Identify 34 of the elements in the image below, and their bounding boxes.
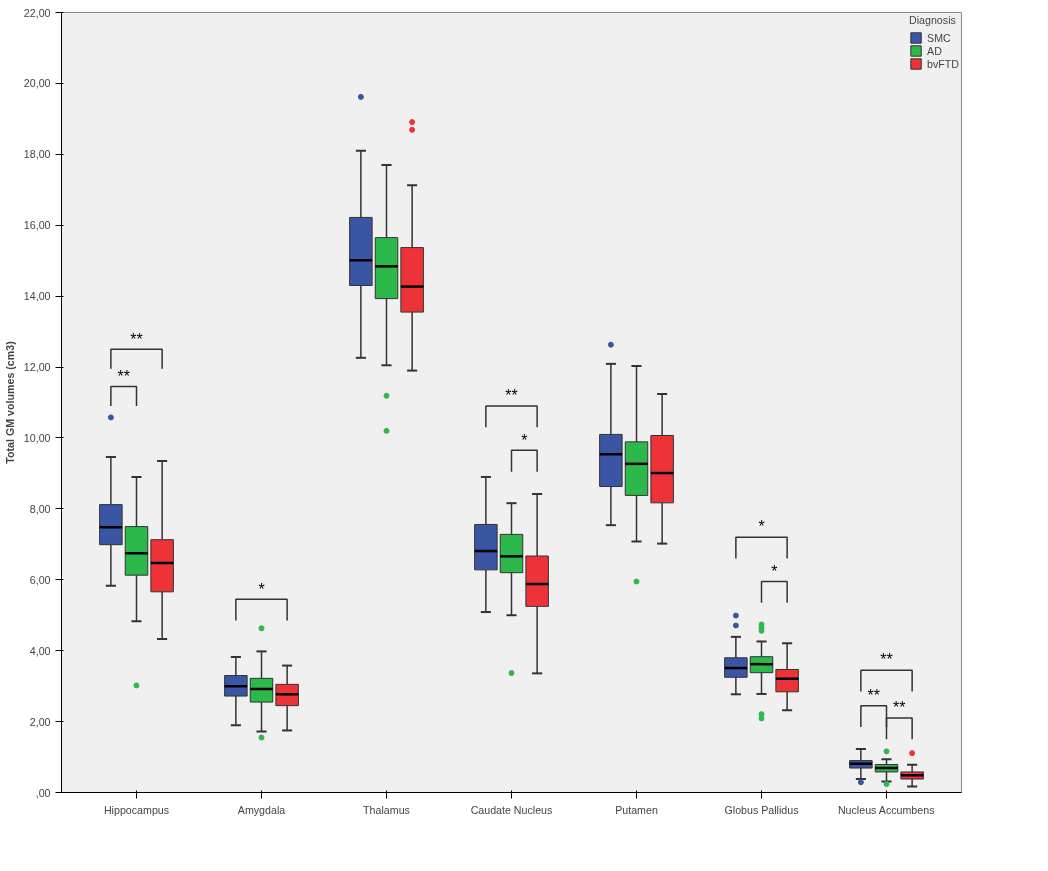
y-tick-label: 12,00 [23,361,51,374]
y-tick-label: 2,00 [29,715,51,728]
x-tick-label: Amygdala [237,803,286,816]
y-tick-label: 20,00 [23,77,51,90]
y-axis-title: Total GM volumes (cm3) [3,340,16,464]
annotation: ** [880,651,893,669]
legend-label: bvFTD [927,57,959,70]
annotation: * [758,518,765,536]
y-tick-label: 6,00 [29,573,51,586]
x-tick-label: Nucleus Accumbens [837,803,935,816]
annotation: ** [117,367,130,385]
x-tick-label: Thalamus [363,803,410,816]
y-tick-label: ,00 [35,786,51,799]
y-tick-label: 8,00 [29,502,51,515]
y-tick-label: 10,00 [23,431,51,444]
annotation: * [521,431,528,449]
x-tick-label: Putamen [615,803,658,816]
annotation: ** [893,699,906,717]
x-tick-label: Hippocampus [103,803,170,816]
y-tick-label: 14,00 [23,290,51,303]
legend-title: Diagnosis [909,14,957,26]
y-tick-label: 4,00 [29,644,51,657]
x-tick-label: Globus Pallidus [724,803,799,816]
annotation: ** [867,686,880,704]
y-tick-label: 22,00 [23,6,51,19]
annotation: ** [130,330,143,348]
legend-label: SMC [927,31,951,44]
annotation: * [258,580,265,598]
annotation: ** [505,387,518,405]
y-tick-label: 16,00 [23,219,51,232]
annotation: * [771,562,778,580]
legend-label: AD [927,44,943,57]
y-tick-label: 18,00 [23,148,51,161]
x-tick-label: Caudate Nucleus [470,803,553,816]
